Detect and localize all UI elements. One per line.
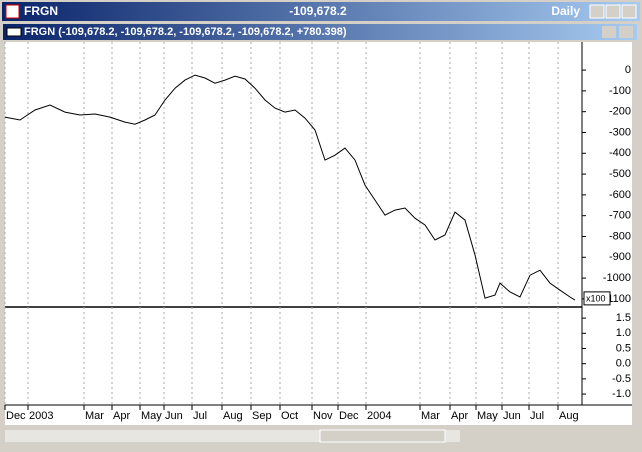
y2-tick-label: 0.0 [616,358,631,370]
y-tick-label: -200 [609,106,631,118]
x-tick-label: Nov [313,410,333,422]
x-tick-label: Jun [503,410,521,422]
y-tick-label: -400 [609,147,631,159]
x-tick-label: Aug [559,410,579,422]
scale-label: x100 [586,293,606,303]
x-tick-label: May [141,410,162,422]
y-tick-label: -300 [609,126,631,138]
x-tick-label: 2003 [29,410,53,422]
y-tick-label: -900 [609,251,631,263]
y-tick-label: -600 [609,189,631,201]
y2-tick-label: -0.5 [612,373,631,385]
x-tick-label: Apr [113,410,130,422]
y2-tick-label: -1.0 [612,388,631,400]
x-tick-label: Dec [339,410,359,422]
title-bar [2,2,640,21]
y-tick-label: -1000 [603,272,631,284]
y-tick-label: -1100 [604,293,631,305]
x-tick-label: Sep [252,410,272,422]
panel-restore[interactable] [602,26,616,38]
x-tick-label: Mar [85,410,104,422]
window-symbol: FRGN [24,4,58,18]
y2-tick-label: 1.5 [616,312,631,324]
panel-title-bar [3,24,637,40]
minimize-button[interactable] [589,4,605,19]
y-tick-label: -700 [609,210,631,222]
close-button[interactable] [621,4,637,19]
panel-title: FRGN (-109,678.2, -109,678.2, -109,678.2… [24,26,347,38]
maximize-button[interactable] [605,4,621,19]
x-tick-label: Jul [530,410,544,422]
x-tick-label: May [477,410,498,422]
y-tick-label: -800 [609,230,631,242]
y-tick-label: -500 [609,168,631,180]
scale-box [583,291,611,306]
x-tick-label: Apr [451,410,468,422]
y2-tick-label: 0.5 [616,342,631,354]
y2-tick-label: 1.0 [616,327,631,339]
panel-icon [6,27,22,37]
x-tick-label: Aug [223,410,243,422]
price-line [4,74,576,301]
x-tick-label: Mar [421,410,440,422]
window-period: Daily [551,4,580,18]
x-tick-label: Jun [165,410,183,422]
chart-area [5,42,632,425]
y-tick-label: -100 [609,85,631,97]
y-tick-label: 0 [625,64,631,76]
scrollbar-thumb[interactable] [319,429,446,443]
x-tick-label: 2004 [367,410,391,422]
window-last: -109,678.2 [289,4,347,18]
app-icon [5,4,20,19]
x-tick-label: Jul [193,410,207,422]
x-tick-label: Oct [281,410,298,422]
x-tick-label: Dec [6,410,26,422]
panel-close[interactable] [619,26,633,38]
